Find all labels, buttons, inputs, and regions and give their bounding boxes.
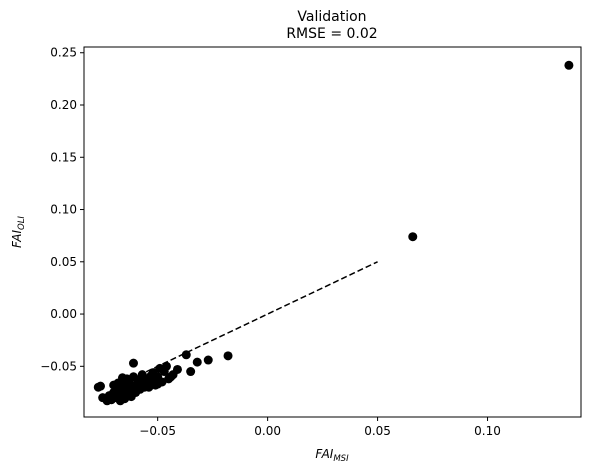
- y-tick-label: 0.20: [50, 98, 77, 112]
- data-point-58: [159, 367, 169, 377]
- data-point-25: [128, 358, 138, 368]
- x-tick-label: 0.00: [254, 424, 281, 438]
- data-point-45: [93, 382, 103, 392]
- data-point-54: [124, 382, 134, 392]
- x-axis-label-subscript: MSI: [333, 454, 349, 464]
- data-point-43: [98, 393, 108, 403]
- data-point-4: [203, 355, 213, 365]
- data-point-3: [223, 351, 233, 361]
- y-axis-label-main: FAI: [10, 230, 24, 248]
- x-tick-label: 0.10: [474, 424, 501, 438]
- x-tick-label: −0.05: [139, 424, 176, 438]
- data-point-59: [166, 372, 176, 382]
- chart-title-line-2: RMSE = 0.02: [286, 26, 377, 42]
- data-point-56: [137, 376, 147, 386]
- plot-frame: [83, 46, 582, 418]
- y-axis: −0.05 0.00 0.05 0.10 0.15 0.20 0.25: [40, 46, 84, 373]
- data-point-7: [181, 350, 191, 360]
- y-tick-label: 0.15: [50, 150, 77, 164]
- y-tick-label: 0.10: [50, 203, 77, 217]
- data-point-2: [408, 232, 418, 242]
- data-point-39: [109, 380, 119, 390]
- y-tick-label: 0.05: [50, 255, 77, 269]
- data-point-60: [153, 379, 163, 389]
- x-axis-label: FAIMSI: [315, 447, 349, 464]
- x-axis-label-main: FAI: [315, 447, 333, 461]
- y-axis-label-subscript: OLI: [17, 216, 27, 230]
- y-axis-label: FAIOLI: [10, 216, 27, 248]
- x-tick-label: 0.05: [364, 424, 391, 438]
- plot-area: [93, 60, 574, 406]
- chart-title-line-1: Validation: [297, 9, 366, 25]
- data-point-57: [146, 371, 156, 381]
- data-point-53: [115, 396, 125, 406]
- x-axis: −0.05 0.00 0.05 0.10: [139, 417, 501, 438]
- y-tick-label: 0.25: [50, 46, 77, 60]
- data-point-55: [133, 383, 143, 393]
- y-tick-label: 0.00: [50, 307, 77, 321]
- y-tick-label: −0.05: [40, 359, 77, 373]
- data-point-6: [186, 367, 196, 377]
- data-point-1: [564, 60, 574, 70]
- data-point-5: [192, 357, 202, 367]
